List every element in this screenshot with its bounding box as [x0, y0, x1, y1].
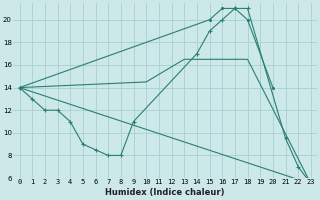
X-axis label: Humidex (Indice chaleur): Humidex (Indice chaleur) [106, 188, 225, 197]
